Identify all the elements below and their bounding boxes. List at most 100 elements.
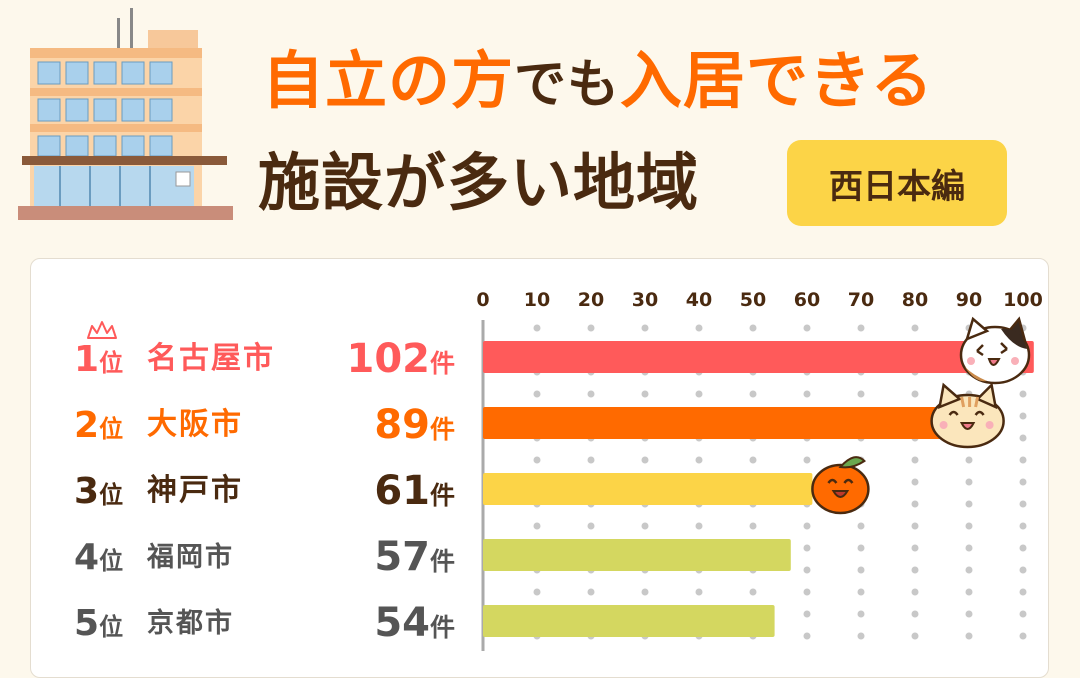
building-icon <box>18 8 233 220</box>
grid-dot <box>965 588 973 596</box>
grid-dot <box>965 500 973 508</box>
grid-dot <box>641 588 649 596</box>
grid-dot <box>857 566 865 574</box>
grid-dot <box>857 588 865 596</box>
grid-dot <box>641 456 649 464</box>
grid-dot <box>533 390 541 398</box>
city-label: 福岡市 <box>146 541 234 573</box>
grid-dot <box>803 544 811 552</box>
grid-dot <box>857 544 865 552</box>
ranking-chart: 0 10 20 30 40 50 60 70 80 90 100 1位 名古屋市 102件 2位 大阪市 89件… <box>74 289 1043 651</box>
grid-dot <box>965 610 973 618</box>
grid-dot <box>533 324 541 332</box>
value-label: 61件 <box>374 468 455 514</box>
grid-dot <box>641 324 649 332</box>
x-tick-label: 100 <box>1003 289 1043 311</box>
grid-dot <box>803 456 811 464</box>
grid-dot <box>911 500 919 508</box>
rank-label: 1位 <box>74 339 123 380</box>
grid-dot <box>587 456 595 464</box>
grid-dot <box>857 390 865 398</box>
x-tick-label: 80 <box>902 289 928 311</box>
grid-dot <box>1019 390 1027 398</box>
grid-dot <box>965 632 973 640</box>
title-part-2: でも <box>514 55 621 115</box>
x-tick-label: 40 <box>686 289 712 311</box>
grid-dot <box>695 324 703 332</box>
grid-dot <box>803 566 811 574</box>
x-tick-label: 70 <box>848 289 874 311</box>
grid-dot <box>857 632 865 640</box>
value-label: 54件 <box>374 600 455 646</box>
grid-dot <box>1019 522 1027 530</box>
grid-dot <box>641 522 649 530</box>
grid-dot <box>911 610 919 618</box>
x-tick-label: 0 <box>476 289 489 311</box>
grid-dot <box>1019 566 1027 574</box>
grid-dot <box>1019 478 1027 486</box>
value-label: 89件 <box>374 402 455 448</box>
grid-dot <box>803 390 811 398</box>
mikan-orange-icon <box>811 456 870 515</box>
grid-dot <box>1019 610 1027 618</box>
grid-dot <box>533 522 541 530</box>
title-part-3: 入居できる <box>620 44 934 117</box>
bar-4 <box>483 539 791 571</box>
bar-5 <box>483 605 775 637</box>
crown-icon <box>87 321 117 339</box>
grid-dot <box>911 324 919 332</box>
grid-dot <box>911 522 919 530</box>
grid-dot <box>857 610 865 618</box>
tabby-cat-icon <box>930 382 1005 449</box>
grid-dot <box>803 632 811 640</box>
grid-dot <box>965 544 973 552</box>
calico-cat-icon <box>959 316 1031 385</box>
title-part-1: 自立の方 <box>262 44 515 117</box>
bar-3 <box>483 473 813 505</box>
x-tick-label: 20 <box>578 289 604 311</box>
grid-dot <box>1019 632 1027 640</box>
grid-dot <box>1019 412 1027 420</box>
x-tick-label: 60 <box>794 289 820 311</box>
grid-dot <box>1019 544 1027 552</box>
grid-dot <box>965 456 973 464</box>
grid-dot <box>587 588 595 596</box>
bar-2 <box>483 407 964 439</box>
grid-dot <box>803 522 811 530</box>
grid-dot <box>857 324 865 332</box>
region-badge: 西日本編 <box>787 140 1007 226</box>
title-line-2: 施設が多い地域 <box>258 146 700 219</box>
x-tick-label: 90 <box>956 289 982 311</box>
grid-dot <box>803 324 811 332</box>
city-label: 京都市 <box>147 607 234 639</box>
grid-dot <box>965 478 973 486</box>
city-label: 名古屋市 <box>147 341 275 376</box>
grid-dot <box>911 390 919 398</box>
rank-label: 4位 <box>74 537 123 578</box>
rank-label: 3位 <box>74 471 123 512</box>
grid-dot <box>857 522 865 530</box>
grid-dot <box>911 478 919 486</box>
grid-dot <box>965 522 973 530</box>
grid-dot <box>641 390 649 398</box>
grid-dot <box>533 588 541 596</box>
grid-dot <box>695 390 703 398</box>
grid-dot <box>749 390 757 398</box>
grid-dot <box>911 544 919 552</box>
grid-dot <box>1019 456 1027 464</box>
grid-dot <box>1019 500 1027 508</box>
x-tick-label: 30 <box>632 289 658 311</box>
grid-dot <box>911 456 919 464</box>
grid-dot <box>911 588 919 596</box>
grid-dot <box>965 566 973 574</box>
city-label: 大阪市 <box>147 407 243 442</box>
grid-dot <box>587 324 595 332</box>
rank-label: 5位 <box>74 603 123 644</box>
value-label: 102件 <box>346 336 455 382</box>
grid-dot <box>749 456 757 464</box>
grid-dot <box>533 456 541 464</box>
grid-dot <box>695 456 703 464</box>
grid-dot <box>587 390 595 398</box>
grid-dot <box>587 522 595 530</box>
x-tick-label: 10 <box>524 289 550 311</box>
